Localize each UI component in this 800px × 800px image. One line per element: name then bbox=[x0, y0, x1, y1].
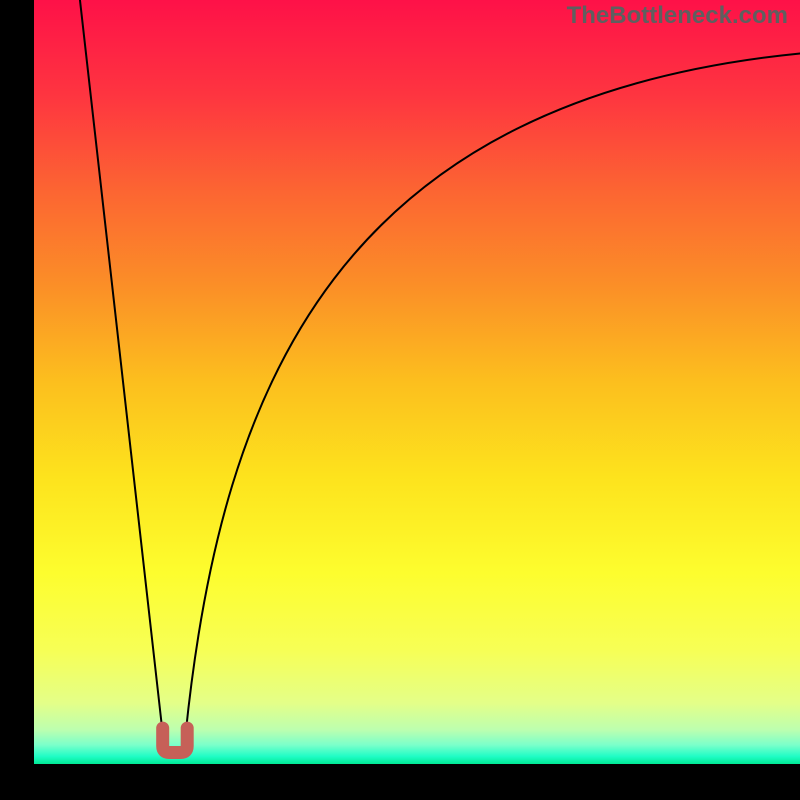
plot-area bbox=[34, 0, 800, 764]
watermark-text: TheBottleneck.com bbox=[567, 2, 788, 30]
chart-root: TheBottleneck.com bbox=[0, 0, 800, 800]
